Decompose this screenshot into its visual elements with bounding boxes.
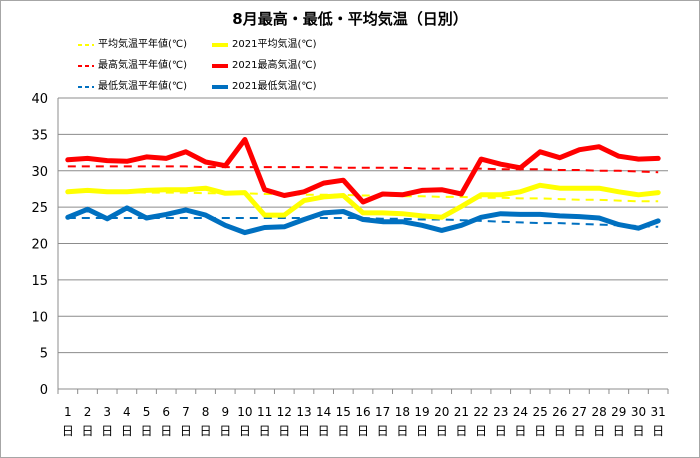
x-tick-label: 28 (591, 405, 606, 419)
x-tick-label-suffix: 日 (259, 424, 271, 438)
series-line-1 (65, 182, 661, 220)
y-tick-label: 25 (31, 201, 48, 216)
legend-label: 2021平均気温(℃) (232, 39, 317, 50)
legend-label: 2021最低気温(℃) (232, 81, 317, 92)
series-line-0 (67, 190, 659, 203)
legend-swatch (212, 64, 228, 68)
x-tick-label: 18 (395, 405, 410, 419)
series-line-2 (67, 165, 659, 174)
y-tick-label: 30 (31, 165, 48, 180)
x-tick-label: 20 (434, 405, 449, 419)
x-tick-label: 25 (532, 405, 547, 419)
y-tick-label: 40 (31, 92, 48, 107)
x-tick-label: 19 (414, 405, 429, 419)
x-tick-label-suffix: 日 (82, 424, 94, 438)
x-tick-label: 24 (513, 405, 528, 419)
x-tick-label-suffix: 日 (632, 424, 644, 438)
x-tick-label-suffix: 日 (219, 424, 231, 438)
legend-swatch (78, 65, 94, 67)
x-tick-label-suffix: 日 (652, 424, 664, 438)
x-tick-label: 8 (202, 405, 210, 419)
x-tick-label-suffix: 日 (239, 424, 251, 438)
x-tick-label: 6 (162, 405, 170, 419)
x-tick-label-suffix: 日 (278, 424, 290, 438)
legend-label: 2021最高気温(℃) (232, 60, 317, 71)
y-tick-label: 5 (40, 347, 48, 362)
x-tick-label-suffix: 日 (337, 424, 349, 438)
x-tick-label: 23 (493, 405, 508, 419)
x-tick-label: 2 (84, 405, 92, 419)
legend-swatch (78, 44, 94, 46)
x-tick-label-suffix: 日 (318, 424, 330, 438)
legend-label: 最低気温平年値(℃) (98, 81, 188, 92)
x-tick-label-suffix: 日 (495, 424, 507, 438)
x-tick-label-suffix: 日 (101, 424, 113, 438)
x-tick-label-suffix: 日 (200, 424, 212, 438)
x-tick-label-suffix: 日 (62, 424, 74, 438)
x-tick-label: 15 (336, 405, 351, 419)
y-tick-label: 15 (31, 274, 48, 289)
series-line-5 (65, 205, 661, 236)
x-tick-label-suffix: 日 (573, 424, 585, 438)
x-tick-label: 5 (143, 405, 151, 419)
x-tick-label: 17 (375, 405, 390, 419)
x-tick-label-suffix: 日 (593, 424, 605, 438)
x-tick-label: 26 (552, 405, 567, 419)
x-tick-label-suffix: 日 (455, 424, 467, 438)
x-tick-label-suffix: 日 (554, 424, 566, 438)
x-tick-label: 30 (631, 405, 646, 419)
x-tick-label: 31 (651, 405, 666, 419)
x-tick-label: 21 (454, 405, 469, 419)
x-tick-label: 13 (296, 405, 311, 419)
x-tick-label: 4 (123, 405, 131, 419)
legend-label: 平均気温平年値(℃) (98, 39, 188, 50)
legend-swatch (78, 86, 94, 88)
chart-title: 8月最高・最低・平均気温（日別） (232, 10, 468, 28)
x-tick-label-suffix: 日 (160, 424, 172, 438)
x-tick-label-suffix: 日 (613, 424, 625, 438)
legend-swatch (212, 43, 228, 47)
x-tick-label: 9 (221, 405, 229, 419)
x-tick-label: 7 (182, 405, 190, 419)
x-tick-label-suffix: 日 (475, 424, 487, 438)
y-tick-label: 20 (31, 238, 48, 253)
x-tick-label-suffix: 日 (357, 424, 369, 438)
x-tick-label: 3 (103, 405, 111, 419)
x-tick-label-suffix: 日 (377, 424, 389, 438)
x-tick-label: 12 (277, 405, 292, 419)
legend-swatch (212, 85, 228, 89)
x-tick-label-suffix: 日 (121, 424, 133, 438)
y-tick-label: 10 (31, 310, 48, 325)
x-tick-label: 16 (355, 405, 370, 419)
series-line-3 (65, 137, 661, 205)
x-tick-label: 22 (473, 405, 488, 419)
x-tick-label: 11 (257, 405, 272, 419)
legend-label: 最高気温平年値(℃) (98, 60, 188, 71)
y-tick-label: 0 (40, 383, 48, 398)
x-tick-label-suffix: 日 (298, 424, 310, 438)
x-tick-label-suffix: 日 (416, 424, 428, 438)
x-tick-label-suffix: 日 (436, 424, 448, 438)
x-tick-label: 10 (237, 405, 252, 419)
x-tick-label-suffix: 日 (514, 424, 526, 438)
x-tick-label-suffix: 日 (534, 424, 546, 438)
x-tick-label: 1 (64, 405, 72, 419)
y-tick-label: 35 (31, 128, 48, 143)
x-tick-label: 29 (611, 405, 626, 419)
x-tick-label-suffix: 日 (396, 424, 408, 438)
x-tick-label-suffix: 日 (141, 424, 153, 438)
x-tick-label: 14 (316, 405, 331, 419)
x-tick-label: 27 (572, 405, 587, 419)
x-tick-label-suffix: 日 (180, 424, 192, 438)
